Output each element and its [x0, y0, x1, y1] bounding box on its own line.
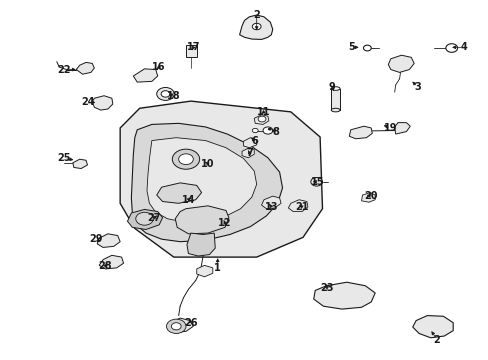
Text: 3: 3: [413, 82, 420, 92]
Text: 15: 15: [310, 177, 324, 187]
Polygon shape: [254, 115, 268, 125]
Polygon shape: [131, 123, 282, 242]
Text: 13: 13: [264, 202, 278, 212]
Polygon shape: [288, 200, 307, 212]
Text: 1: 1: [214, 263, 221, 273]
Polygon shape: [242, 148, 254, 158]
Text: 4: 4: [460, 42, 467, 52]
Circle shape: [161, 91, 169, 97]
Polygon shape: [97, 234, 120, 247]
Polygon shape: [147, 138, 256, 222]
Bar: [185, 45, 196, 57]
Text: 28: 28: [99, 261, 112, 271]
Text: 17: 17: [186, 42, 200, 52]
Circle shape: [310, 177, 322, 186]
Text: 6: 6: [250, 136, 257, 145]
Ellipse shape: [330, 108, 339, 112]
Circle shape: [166, 319, 185, 333]
Text: 2: 2: [253, 10, 260, 20]
Circle shape: [178, 154, 193, 165]
Polygon shape: [167, 318, 193, 332]
Polygon shape: [261, 196, 281, 209]
Text: 9: 9: [328, 82, 335, 92]
Text: 29: 29: [89, 234, 102, 244]
Text: 8: 8: [272, 127, 279, 136]
Text: 16: 16: [152, 62, 165, 72]
Text: 23: 23: [320, 283, 333, 293]
Text: 25: 25: [57, 153, 71, 163]
Polygon shape: [348, 126, 371, 139]
Polygon shape: [133, 69, 158, 82]
Polygon shape: [313, 282, 374, 309]
Text: 22: 22: [57, 64, 71, 75]
Polygon shape: [157, 183, 201, 203]
Polygon shape: [73, 159, 87, 168]
Polygon shape: [196, 265, 212, 277]
Polygon shape: [412, 316, 452, 338]
Polygon shape: [175, 206, 228, 234]
Text: 24: 24: [81, 97, 95, 107]
Text: 26: 26: [184, 319, 197, 328]
Circle shape: [252, 23, 261, 30]
Text: 27: 27: [147, 213, 161, 222]
Circle shape: [157, 87, 174, 100]
Polygon shape: [127, 210, 162, 229]
Polygon shape: [361, 193, 374, 202]
Circle shape: [267, 128, 271, 131]
Text: 10: 10: [201, 159, 214, 169]
Text: 14: 14: [182, 195, 195, 205]
Text: 18: 18: [166, 91, 180, 101]
Text: 5: 5: [347, 42, 354, 52]
Circle shape: [171, 323, 181, 330]
Polygon shape: [387, 55, 413, 72]
Polygon shape: [120, 101, 322, 257]
Text: 11: 11: [257, 107, 270, 117]
Text: 21: 21: [295, 202, 308, 212]
Polygon shape: [239, 15, 272, 40]
Polygon shape: [76, 62, 94, 74]
Circle shape: [363, 45, 370, 51]
Polygon shape: [243, 138, 256, 148]
Circle shape: [172, 149, 199, 169]
Ellipse shape: [330, 87, 339, 90]
Bar: [330, 89, 339, 110]
Polygon shape: [186, 233, 215, 256]
Text: 7: 7: [245, 148, 252, 158]
Text: 19: 19: [383, 123, 397, 133]
Circle shape: [263, 127, 272, 134]
Polygon shape: [394, 123, 409, 134]
Polygon shape: [92, 96, 113, 110]
Text: 20: 20: [364, 191, 377, 201]
Text: 2: 2: [433, 334, 440, 345]
Circle shape: [252, 129, 258, 133]
Circle shape: [445, 44, 457, 52]
Circle shape: [258, 116, 265, 122]
Text: 12: 12: [218, 218, 231, 228]
Polygon shape: [99, 255, 123, 269]
Circle shape: [136, 212, 153, 225]
